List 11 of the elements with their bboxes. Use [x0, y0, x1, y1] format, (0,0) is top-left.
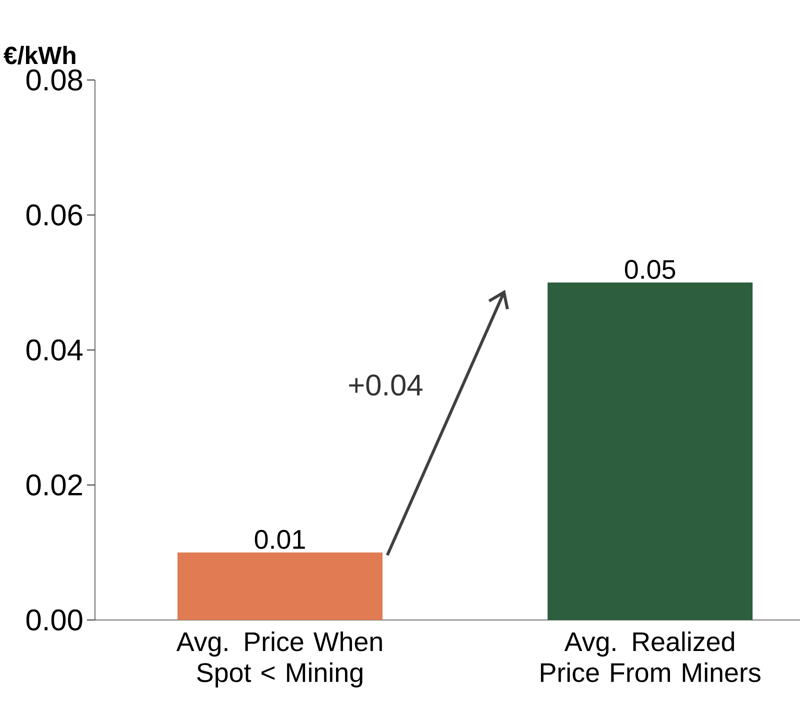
- annotation: +0.04: [349, 374, 422, 396]
- y-axis-title: €/kWh: [4, 46, 76, 64]
- y-tick-label: 0.00: [26, 609, 82, 631]
- y-tick-label: 0.04: [26, 339, 83, 361]
- x-tick-label: Avg. Price When Spot < Mining: [176, 631, 382, 688]
- y-tick-label: 0.06: [26, 204, 82, 226]
- y-tick-label: 0.08: [26, 69, 82, 91]
- data-label: 0.01: [254, 530, 305, 549]
- data-label: 0.05: [624, 260, 676, 279]
- x-tick-label: Avg. Realized Price From Miners: [540, 631, 760, 682]
- y-tick-label: 0.02: [26, 474, 82, 496]
